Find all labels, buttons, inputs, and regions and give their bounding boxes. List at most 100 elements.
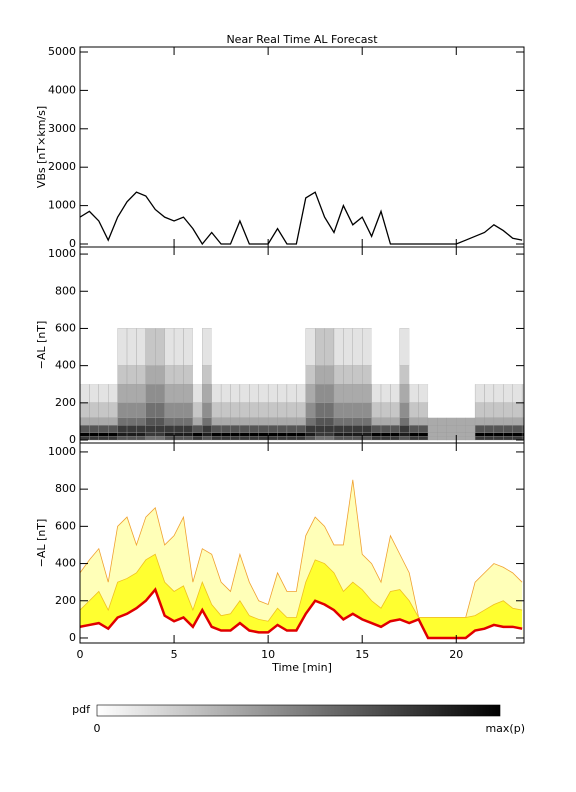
pdf-cell: [521, 424, 524, 433]
pdf-cell: [371, 328, 382, 366]
pdf-cell: [437, 424, 448, 433]
area-fill: [80, 479, 523, 638]
pdf-cell: [475, 365, 485, 385]
area-fill: [80, 554, 523, 638]
y-tick-label: 1000: [48, 199, 76, 212]
pdf-cell: [117, 417, 128, 426]
pdf-cell: [352, 402, 363, 418]
pdf-cell: [80, 417, 90, 426]
pdf-cell: [446, 432, 457, 437]
pdf-cell: [446, 424, 457, 433]
pdf-cell: [484, 384, 495, 403]
pdf-cell: [108, 432, 118, 437]
pdf-cell: [493, 402, 504, 418]
pdf-cell: [503, 384, 513, 403]
pdf-cell: [126, 384, 137, 403]
pdf-cell: [202, 432, 212, 437]
pdf-cell: [503, 328, 513, 366]
pdf-cell: [267, 432, 278, 437]
pdf-cell: [80, 432, 90, 437]
pdf-cell: [98, 328, 109, 366]
pdf-cell: [380, 424, 391, 433]
pdf-cell: [521, 402, 524, 418]
pdf-cell: [333, 417, 344, 426]
pdf-cell: [456, 424, 466, 433]
pdf-cell: [211, 424, 222, 433]
pdf-cell: [296, 432, 306, 437]
pdf-cell: [380, 432, 391, 437]
pdf-cell: [390, 365, 400, 385]
pdf-cell: [192, 402, 203, 418]
pdf-cell: [437, 365, 447, 385]
plot-area: [80, 479, 523, 640]
pdf-cell: [474, 384, 485, 403]
pdf-cell: [305, 432, 316, 437]
y-tick-label: 5000: [48, 45, 76, 58]
pdf-cell: [192, 436, 203, 441]
pdf-cell: [192, 365, 203, 385]
pdf-cell: [465, 424, 476, 433]
pdf-cell: [230, 328, 240, 366]
pdf-cell: [465, 402, 476, 418]
pdf-cell: [126, 424, 137, 433]
pdf-cell: [512, 436, 523, 441]
pdf-cell: [108, 424, 118, 433]
pdf-cell: [512, 424, 523, 433]
x-tick-label: 15: [355, 648, 369, 661]
pdf-cell: [484, 436, 495, 441]
pdf-cell: [333, 402, 344, 418]
pdf-cell: [456, 436, 466, 441]
pdf-cell: [399, 417, 410, 426]
pdf-cell: [456, 328, 466, 366]
pdf-cell: [343, 424, 353, 433]
pdf-cell: [239, 417, 250, 426]
pdf-cell: [80, 402, 90, 418]
y-tick-label: 2000: [48, 160, 76, 173]
pdf-cell: [155, 436, 165, 441]
pdf-cell: [117, 436, 128, 441]
pdf-cell: [381, 328, 391, 366]
colorbar-label: pdf: [72, 703, 91, 716]
pdf-cell: [362, 417, 372, 426]
pdf-cell: [305, 417, 316, 426]
pdf-cell: [145, 328, 156, 366]
pdf-cell: [427, 417, 438, 426]
pdf-cell: [117, 402, 128, 418]
pdf-cell: [89, 384, 99, 403]
pdf-cell: [503, 424, 513, 433]
pdf-cell: [136, 432, 146, 437]
pdf-cell: [418, 328, 429, 366]
pdf-cell: [277, 436, 288, 441]
pdf-cell: [239, 432, 250, 437]
pdf-cell: [521, 417, 524, 426]
pdf-cell: [446, 402, 457, 418]
pdf-cell: [145, 384, 156, 403]
pdf-cell: [512, 417, 523, 426]
pdf-cell: [521, 384, 524, 403]
pdf-cell: [267, 436, 278, 441]
y-tick-label: 400: [55, 557, 76, 570]
pdf-cell: [230, 384, 241, 403]
pdf-cell: [362, 384, 372, 403]
pdf-cell: [173, 365, 184, 385]
pdf-cell: [296, 384, 306, 403]
pdf-cell: [446, 328, 457, 366]
pdf-cell: [305, 436, 316, 441]
pdf-cell: [277, 424, 288, 433]
pdf-cell: [136, 328, 146, 366]
pdf-cell: [315, 417, 325, 426]
pdf-cell: [202, 424, 212, 433]
pdf-cell: [155, 328, 165, 366]
pdf-cell: [136, 424, 146, 433]
pdf-cell: [286, 417, 297, 426]
pdf-cell: [296, 417, 306, 426]
x-tick-label: 20: [449, 648, 463, 661]
pdf-cell: [239, 328, 250, 366]
pdf-cell: [98, 365, 109, 385]
pdf-cell: [484, 432, 495, 437]
pdf-cell: [352, 424, 363, 433]
pdf-cell: [418, 436, 429, 441]
pdf-cell: [155, 424, 165, 433]
x-tick-label: 5: [171, 648, 178, 661]
